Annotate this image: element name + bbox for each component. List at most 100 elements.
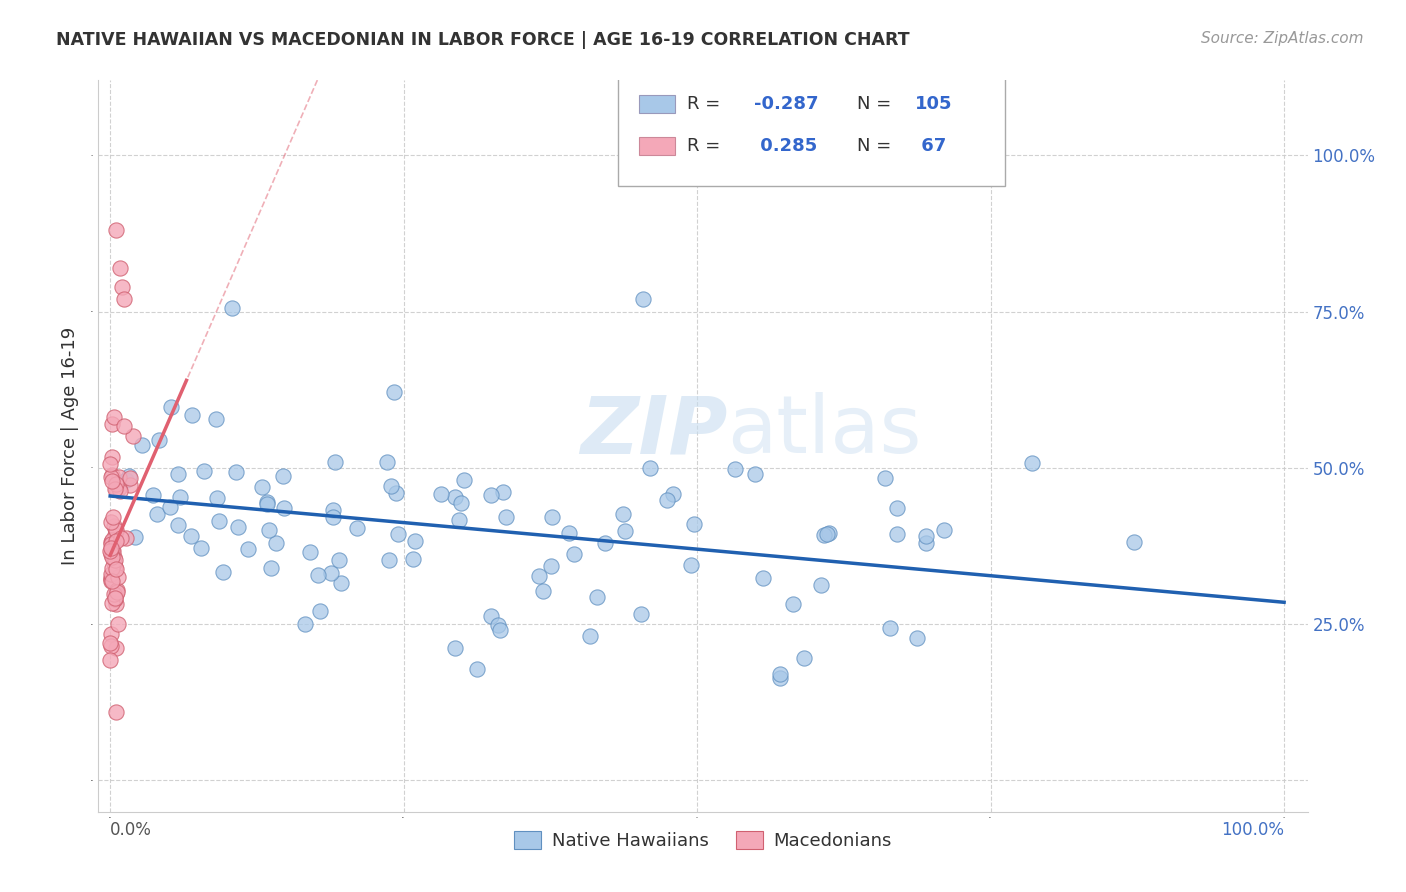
Point <box>100 457 122 471</box>
Text: atlas: atlas <box>727 392 921 470</box>
Point <box>142 488 165 502</box>
Point <box>404 534 426 549</box>
Point <box>744 467 766 481</box>
Point <box>322 502 344 516</box>
Point <box>683 516 706 531</box>
Point <box>108 260 131 275</box>
Point <box>104 587 127 601</box>
Point <box>751 571 773 585</box>
Point <box>905 631 928 645</box>
Point <box>104 553 127 567</box>
Point <box>613 524 636 539</box>
Point <box>103 510 125 524</box>
Point <box>104 560 127 574</box>
Point <box>256 495 278 509</box>
Point <box>450 496 472 510</box>
Point <box>104 482 127 496</box>
Point <box>105 582 128 597</box>
Point <box>221 301 243 316</box>
Point <box>100 574 122 588</box>
Point <box>180 529 202 543</box>
Text: N =: N = <box>856 95 891 113</box>
Point <box>98 636 121 650</box>
Point <box>208 514 231 528</box>
Point <box>309 604 332 618</box>
Point <box>818 526 841 541</box>
Point <box>319 566 342 580</box>
Text: N =: N = <box>856 137 891 155</box>
FancyBboxPatch shape <box>638 95 675 113</box>
Point <box>104 528 127 542</box>
Point <box>118 477 141 491</box>
Point <box>101 561 124 575</box>
Point <box>166 467 188 481</box>
Point <box>387 526 409 541</box>
Point <box>346 521 368 535</box>
Point <box>101 450 124 465</box>
Point <box>101 467 124 482</box>
Point <box>873 471 896 485</box>
Point <box>782 597 804 611</box>
Point <box>1021 456 1043 470</box>
Point <box>886 527 908 541</box>
Point <box>105 477 128 491</box>
Point <box>793 651 815 665</box>
Point <box>531 584 554 599</box>
Text: 0.0%: 0.0% <box>110 822 152 839</box>
Point <box>124 529 146 543</box>
Point <box>103 587 125 601</box>
Point <box>630 607 652 621</box>
Point <box>322 509 344 524</box>
Point <box>103 519 125 533</box>
Point <box>585 590 607 604</box>
Point <box>465 661 488 675</box>
Point <box>769 671 792 685</box>
Point <box>259 561 281 575</box>
Point <box>121 428 143 442</box>
Point <box>108 481 131 495</box>
Point <box>449 512 471 526</box>
Point <box>100 596 122 610</box>
Point <box>100 547 122 561</box>
Point <box>491 485 513 500</box>
Point <box>100 574 122 588</box>
Point <box>107 469 129 483</box>
Point <box>486 618 509 632</box>
Point <box>495 510 517 524</box>
Text: 67: 67 <box>915 137 946 155</box>
Point <box>110 531 132 545</box>
Point <box>105 585 128 599</box>
Point <box>105 533 128 548</box>
Point <box>273 500 295 515</box>
Point <box>562 547 585 561</box>
Point <box>104 591 127 606</box>
Point <box>98 653 121 667</box>
Point <box>166 517 188 532</box>
Point <box>228 519 250 533</box>
Point <box>256 497 278 511</box>
Point <box>207 491 229 505</box>
Point <box>105 705 128 719</box>
Point <box>101 543 124 558</box>
Point <box>111 279 134 293</box>
Point <box>443 490 465 504</box>
Point <box>915 529 938 543</box>
Point <box>105 223 128 237</box>
Point <box>190 541 212 555</box>
Text: 0.285: 0.285 <box>754 137 817 155</box>
Point <box>100 571 122 585</box>
Point <box>662 487 685 501</box>
Point <box>810 578 832 592</box>
Point <box>103 556 125 570</box>
Point <box>540 558 562 573</box>
Point <box>100 567 122 582</box>
Point <box>813 528 835 542</box>
Point <box>323 455 346 469</box>
Point <box>100 535 122 549</box>
Point <box>104 591 127 606</box>
Y-axis label: In Labor Force | Age 16-19: In Labor Force | Age 16-19 <box>62 326 79 566</box>
Point <box>100 417 122 431</box>
Point <box>384 486 406 500</box>
Point <box>101 474 124 488</box>
Point <box>271 469 294 483</box>
